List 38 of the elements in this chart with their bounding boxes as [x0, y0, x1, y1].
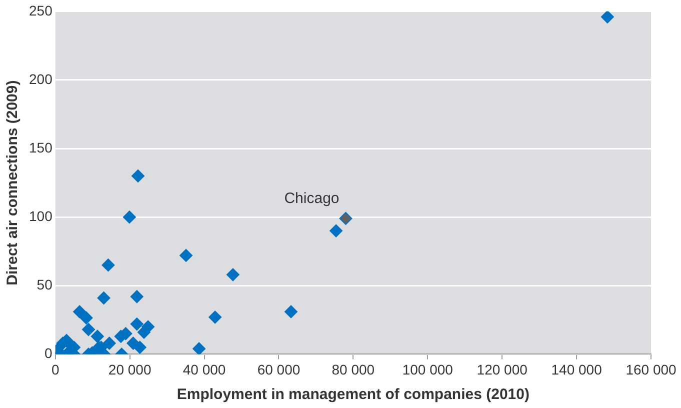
point: [130, 290, 144, 304]
point: [208, 310, 222, 324]
y-tick-label: 50: [36, 276, 53, 292]
point: [600, 11, 614, 24]
point: [330, 224, 343, 238]
y-axis-title: Direct air connections (2009): [4, 80, 22, 286]
point: [97, 291, 110, 304]
point: [102, 258, 115, 272]
point: [137, 326, 150, 339]
point: [90, 330, 104, 343]
x-tick-label: 140 000: [551, 361, 602, 378]
point: [133, 340, 146, 354]
point: [102, 336, 116, 350]
x-tick-label: 100 000: [402, 361, 454, 378]
x-tick-label: 120 000: [476, 361, 528, 378]
point: [82, 323, 95, 336]
point: [132, 169, 145, 182]
point: [122, 210, 136, 224]
point: [284, 305, 298, 318]
y-tick-label: 0: [44, 345, 53, 362]
x-tick-label: 80 000: [332, 361, 375, 378]
x-axis-title: Employment in management of companies (2010): [176, 386, 530, 404]
point: [339, 212, 352, 225]
point: [73, 305, 86, 318]
y-tick-label: 250: [29, 2, 53, 18]
x-tick-label: 40 000: [182, 361, 226, 378]
point: [226, 268, 240, 282]
y-tick-label: 100: [29, 208, 53, 224]
y-tick-label: 150: [29, 139, 53, 156]
point: [180, 248, 193, 262]
point: [80, 311, 93, 324]
point: [130, 318, 144, 331]
x-tick-label: 160 000: [626, 361, 677, 378]
point: [192, 342, 206, 354]
x-tick-label: 20 000: [108, 361, 152, 378]
annotation: Chicago: [284, 190, 340, 208]
x-tick-label: 60 000: [257, 361, 300, 378]
y-tick-label: 200: [29, 70, 53, 87]
